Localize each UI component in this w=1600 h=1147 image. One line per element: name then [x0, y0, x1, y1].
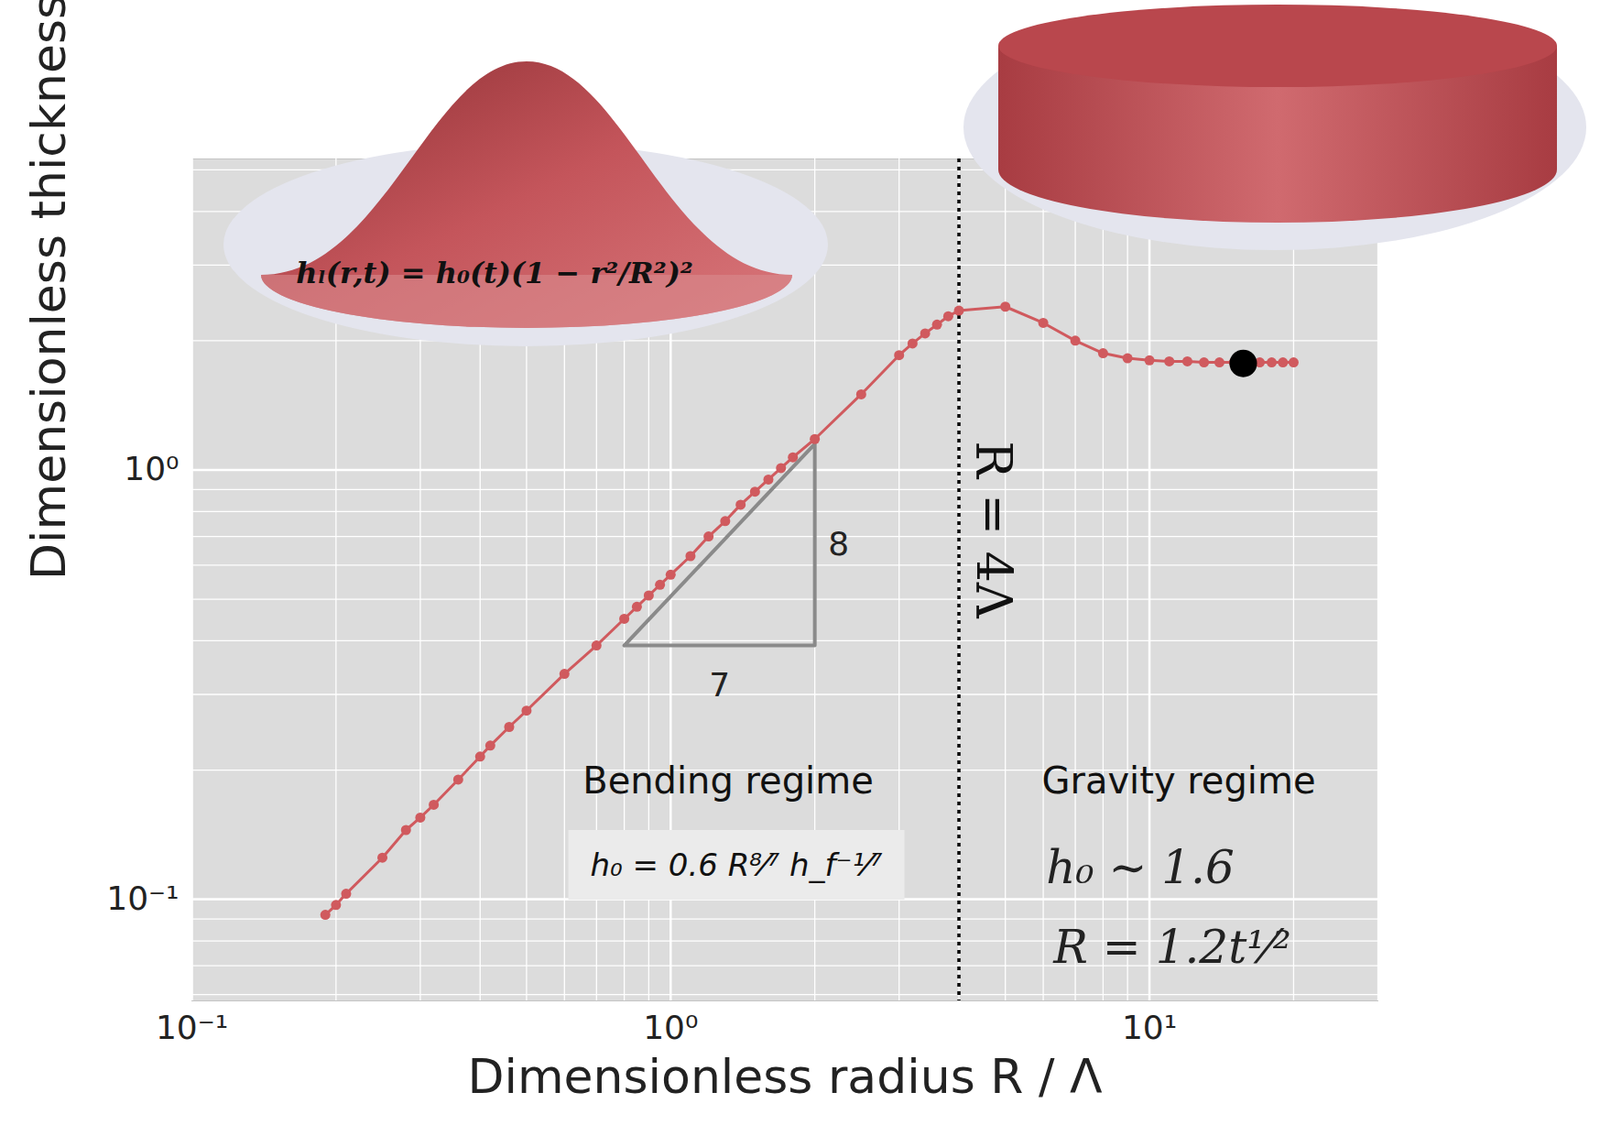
html-text:R = 1.2t¹⁄²: R = 1.2t¹⁄²	[1053, 920, 1292, 974]
svg-text:R = 4Λ: R = 4Λ	[964, 440, 1023, 620]
svg-text:10⁰: 10⁰	[642, 1008, 698, 1046]
svg-text:7: 7	[708, 665, 730, 704]
svg-text:10⁻¹: 10⁻¹	[106, 879, 179, 917]
svg-text:8: 8	[827, 524, 849, 563]
svg-text:Dimensionless thickness h₀ / H: Dimensionless thickness h₀ / H	[21, 0, 77, 580]
svg-text:10⁻¹: 10⁻¹	[155, 1008, 229, 1046]
html-text:hₗ(r,t) = h₀(t)(1 − r²/R²)²: hₗ(r,t) = h₀(t)(1 − r²/R²)²	[296, 255, 694, 291]
html-text:Bending regime: Bending regime	[582, 759, 874, 802]
html-text:Gravity regime: Gravity regime	[1041, 759, 1316, 802]
svg-text:10⁰: 10⁰	[123, 449, 179, 488]
html-text:h₀ = 0.6 R⁸⁄⁷ h_f⁻¹⁄⁷: h₀ = 0.6 R⁸⁄⁷ h_f⁻¹⁄⁷	[590, 846, 883, 883]
html-text:h₀ ∼ 1.6: h₀ ∼ 1.6	[1046, 840, 1235, 894]
svg-text:10¹: 10¹	[1121, 1008, 1177, 1046]
svg-text:Dimensionless radius R / Λ: Dimensionless radius R / Λ	[467, 1048, 1103, 1104]
